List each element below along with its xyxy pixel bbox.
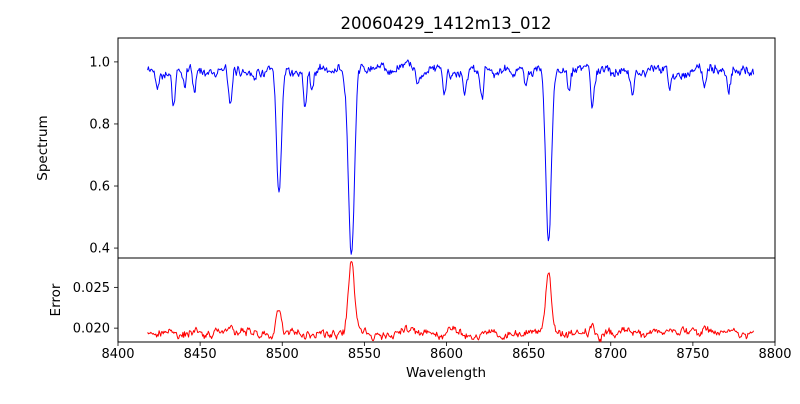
y-tick-label: 1.0 — [89, 55, 110, 70]
spectrum-panel-border — [117, 37, 776, 259]
error-y-axis-title: Error — [48, 283, 64, 316]
x-tick-label: 8600 — [430, 347, 463, 362]
x-tick-label: 8500 — [266, 347, 299, 362]
spectrum-line — [147, 59, 755, 255]
x-tick-label: 8750 — [676, 347, 709, 362]
x-tick-label: 8650 — [512, 347, 545, 362]
x-tick-label: 8800 — [758, 347, 791, 362]
x-tick-label: 8450 — [184, 347, 217, 362]
y-tick-label: 0.6 — [89, 180, 110, 195]
x-tick-label: 8550 — [348, 347, 381, 362]
spectrum-y-axis-title: Spectrum — [35, 115, 51, 180]
x-axis-title: Wavelength — [406, 365, 486, 381]
y-tick-label: 0.025 — [73, 281, 110, 296]
axes-layer: 0.4 0.6 0.8 1.0 0.020 0.025 8400 8450 8500 8550 86… — [73, 37, 792, 362]
chart-title: 20060429_1412m13_012 — [340, 14, 551, 34]
x-tick-label: 8400 — [101, 347, 134, 362]
y-tick-label: 0.4 — [89, 242, 110, 257]
series-layer — [147, 59, 755, 343]
error-line — [147, 261, 755, 343]
y-tick-label: 0.8 — [89, 117, 110, 132]
x-tick-label: 8700 — [594, 347, 627, 362]
y-tick-label: 0.020 — [73, 322, 110, 337]
